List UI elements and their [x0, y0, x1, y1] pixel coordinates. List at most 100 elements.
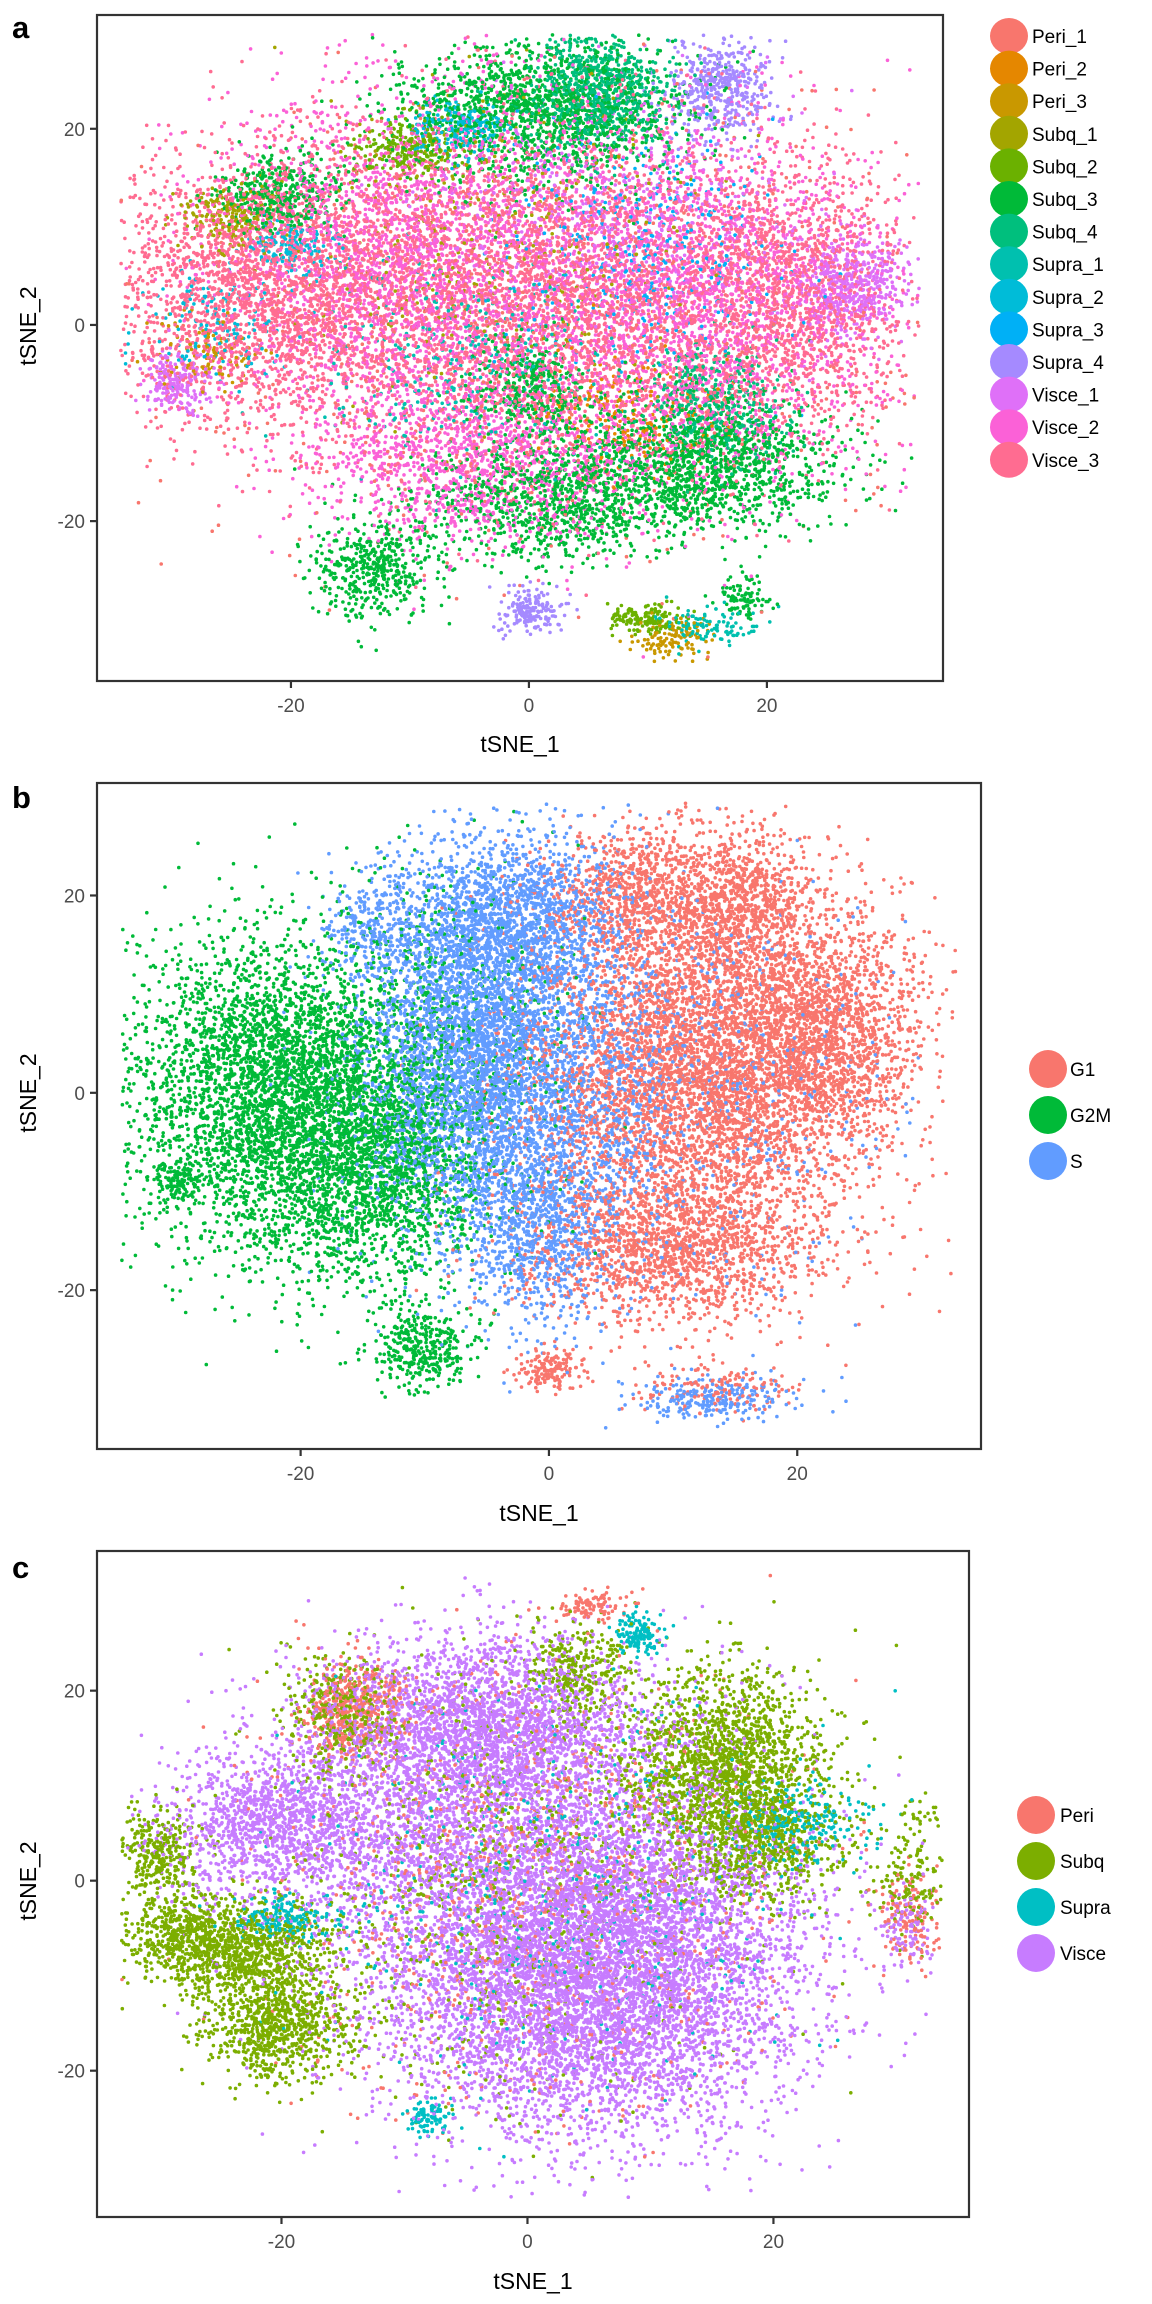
legend-label: G2M: [1070, 1106, 1111, 1127]
panel-label-a: a: [12, 10, 30, 45]
legend-label: Peri: [1060, 1806, 1094, 1827]
scatter-points-c: [120, 1573, 944, 2199]
legend-item-peri-2: Peri_2: [990, 50, 1087, 87]
legend-key-icon: [1029, 1096, 1067, 1134]
legend-label: Supra_1: [1032, 255, 1104, 276]
legend-label: Supra_2: [1032, 288, 1104, 309]
legend-item-supra-1: Supra_1: [990, 246, 1104, 283]
y-tick-label: 0: [74, 316, 85, 337]
legend-label: Visce_2: [1032, 418, 1099, 439]
legend-item-peri-3: Peri_3: [990, 83, 1087, 120]
y-tick-label: -20: [58, 2062, 85, 2083]
legend-key-icon: [1017, 1842, 1055, 1880]
legend-c: Peri Subq Supra Visce: [1017, 1796, 1111, 1972]
y-tick-label: 20: [64, 120, 85, 141]
point-group-supra-1: [329, 270, 759, 656]
point-group-supra-4: [498, 34, 788, 635]
x-tick-label: 20: [787, 1464, 808, 1485]
legend-label: Visce_3: [1032, 451, 1099, 472]
legend-item-supra-3: Supra_3: [990, 311, 1104, 348]
point-group-subq-3: [213, 37, 914, 649]
point-group-subq-4: [475, 33, 790, 456]
panel-b: b -20 0 20 -20 0 20 tSNE_1 tSNE_2 G1 G2M S: [12, 780, 1111, 1526]
legend-key-icon: [990, 441, 1028, 478]
point-group-visce: [130, 1602, 935, 2199]
axes-c: -20 0 20 -20 0 20: [58, 1682, 784, 2253]
point-group-peri: [232, 1596, 939, 2159]
x-tick-label: 20: [756, 696, 777, 717]
legend-item-s: S: [1029, 1142, 1083, 1180]
legend-label: Peri_1: [1032, 27, 1087, 48]
legend-key-icon: [990, 50, 1028, 87]
point-group-visce-3: [123, 51, 919, 556]
legend-item-visce-1: Visce_1: [990, 376, 1099, 413]
x-tick-label: 0: [544, 1464, 555, 1485]
legend-key-icon: [990, 148, 1028, 185]
legend-label: Supra: [1060, 1898, 1111, 1919]
legend-label: Visce: [1060, 1944, 1106, 1965]
y-axis-title-c: tSNE_2: [15, 1841, 41, 1920]
legend-key-icon: [990, 311, 1028, 348]
legend-item-visce-3: Visce_3: [990, 441, 1099, 478]
legend-item-subq-1: Subq_1: [990, 115, 1098, 152]
y-axis-title-b: tSNE_2: [15, 1053, 41, 1132]
legend-key-icon: [1017, 1796, 1055, 1834]
y-tick-label: 20: [64, 886, 85, 907]
point-group-subq-1: [188, 71, 761, 389]
point-group-peri-1: [125, 48, 907, 548]
legend-item-g1: G1: [1029, 1050, 1095, 1088]
legend-b: G1 G2M S: [1029, 1050, 1111, 1180]
legend-key-icon: [990, 18, 1028, 54]
legend-item-supra-2: Supra_2: [990, 278, 1104, 315]
legend-label: Subq_2: [1032, 157, 1098, 178]
point-group-visce-2: [142, 37, 913, 591]
plot-frame-c: [95, 1549, 971, 2219]
legend-label: G1: [1070, 1060, 1095, 1081]
axes-b: -20 0 20 -20 0 20: [58, 886, 808, 1485]
legend-key-icon: [990, 278, 1028, 315]
legend-key-icon: [990, 376, 1028, 413]
legend-item-subq-4: Subq_4: [990, 213, 1098, 250]
legend-item-peri-1: Peri_1: [990, 18, 1087, 54]
panel-c: c -20 0 20 -20 0 20 tSNE_1 tSNE_2 Peri Subq Sup…: [12, 1549, 1111, 2294]
x-tick-label: 20: [763, 2232, 784, 2253]
y-tick-label: 0: [74, 1084, 85, 1105]
legend-item-subq-2: Subq_2: [990, 148, 1098, 185]
legend-item-visce: Visce: [1017, 1934, 1106, 1972]
axes-a: -20 0 20 -20 0 20: [58, 120, 778, 717]
legend-label: Subq_3: [1032, 190, 1098, 211]
scatter-points-b: [120, 801, 958, 1430]
legend-key-icon: [990, 344, 1028, 380]
x-tick-label: -20: [268, 2232, 295, 2253]
legend-key-icon: [990, 115, 1028, 152]
legend-key-icon: [1029, 1142, 1067, 1180]
point-group-subq: [120, 1600, 943, 2118]
legend-label: Supra_4: [1032, 353, 1104, 374]
point-group-subq-4: [514, 36, 797, 476]
x-axis-title-c: tSNE_1: [493, 2268, 572, 2294]
legend-key-icon: [990, 409, 1028, 446]
y-axis-title-a: tSNE_2: [15, 286, 41, 365]
x-tick-label: 0: [524, 696, 535, 717]
legend-key-icon: [1029, 1050, 1067, 1088]
panel-label-c: c: [12, 1550, 29, 1585]
point-group-subq-2: [343, 108, 671, 631]
legend-key-icon: [1017, 1888, 1055, 1926]
point-group-s: [320, 802, 896, 1417]
legend-item-peri: Peri: [1017, 1796, 1094, 1834]
y-tick-label: 0: [74, 1872, 85, 1893]
point-group-g2m: [122, 846, 585, 1395]
point-group-supra-2: [157, 105, 513, 376]
y-tick-label: -20: [58, 1281, 85, 1302]
y-tick-label: -20: [58, 512, 85, 533]
legend-label: Subq_4: [1032, 223, 1098, 244]
panel-label-b: b: [12, 780, 31, 815]
point-group-subq: [121, 1614, 943, 2126]
point-group-peri-1: [158, 42, 916, 659]
legend-item-visce-2: Visce_2: [990, 409, 1099, 446]
x-tick-label: -20: [277, 696, 304, 717]
legend-label: Subq: [1060, 1852, 1104, 1873]
legend-label: Supra_3: [1032, 320, 1104, 341]
